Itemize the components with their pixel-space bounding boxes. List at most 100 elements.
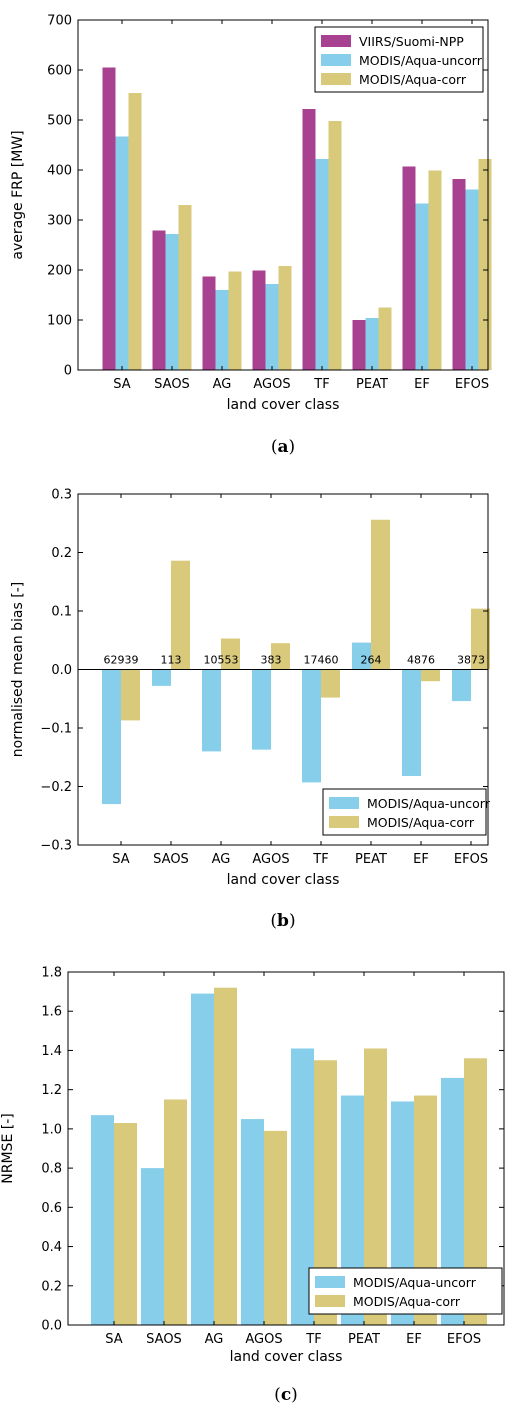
y-tick-label: 0 [64, 364, 72, 379]
y-tick-label: 0.6 [41, 1201, 62, 1216]
x-tick-label: EF [414, 377, 430, 392]
panel-caption: (a) [271, 437, 295, 457]
x-tick-label: SAOS [154, 377, 190, 392]
count-annotation: 62939 [104, 654, 139, 667]
bar-sa-series-2 [128, 93, 142, 370]
y-tick-label: 1.8 [41, 966, 62, 981]
bar-ag-series-0 [191, 993, 214, 1325]
bar-tf-series-0 [302, 109, 316, 370]
x-tick-label: EF [413, 852, 429, 867]
x-tick-label: EFOS [454, 852, 488, 867]
x-tick-label: TF [312, 852, 328, 867]
bar-ef-series-0 [402, 166, 416, 370]
count-annotation: 4876 [407, 654, 435, 667]
x-tick-label: EF [406, 1332, 422, 1347]
y-tick-label: 0.0 [51, 663, 72, 678]
panel-caption: (b) [270, 911, 295, 931]
y-tick-label: 0.8 [41, 1162, 62, 1177]
count-annotation: 17460 [304, 654, 339, 667]
bar-efos-series-0 [452, 669, 471, 702]
y-tick-label: 0.3 [51, 488, 72, 503]
bar-agos-series-1 [271, 643, 290, 670]
x-tick-label: SAOS [153, 852, 189, 867]
x-tick-label: PEAT [348, 1332, 380, 1347]
bar-sa-series-1 [115, 136, 129, 370]
x-tick-label: AGOS [253, 377, 290, 392]
y-tick-label: 700 [47, 14, 72, 29]
bar-tf-series-1 [314, 1060, 337, 1325]
x-tick-label: AGOS [252, 852, 289, 867]
count-annotation: 3873 [457, 654, 485, 667]
bar-saos-series-1 [165, 234, 179, 370]
count-annotation: 383 [261, 654, 282, 667]
y-tick-label: 0.2 [41, 1279, 62, 1294]
x-tick-label: PEAT [355, 852, 387, 867]
legend: VIIRS/Suomi-NPP MODIS/Aqua-uncorr MODIS/Aq… [314, 26, 484, 93]
bar-efos-series-2 [478, 159, 492, 370]
y-tick-label: 0.2 [51, 546, 72, 561]
legend-label: MODIS/Aqua-uncorr [367, 796, 491, 811]
bar-peat-series-1 [371, 519, 390, 670]
x-tick-label: EFOS [455, 377, 489, 392]
y-axis-label: NRMSE [-] [0, 1113, 16, 1183]
x-tick-label: AG [213, 377, 232, 392]
legend-label: MODIS/Aqua-corr [359, 72, 467, 87]
bar-sa-series-1 [114, 1123, 137, 1325]
bar-peat-series-1 [364, 1048, 387, 1325]
bar-agos-series-1 [265, 284, 279, 370]
bar-ef-series-0 [402, 669, 421, 776]
y-tick-label: 200 [47, 264, 72, 279]
y-axis-label: average FRP [MW] [10, 130, 26, 259]
bar-sa-series-0 [91, 1115, 114, 1325]
legend-swatch [329, 797, 359, 809]
legend-label: MODIS/Aqua-uncorr [353, 1275, 477, 1290]
bar-efos-series-0 [441, 1077, 464, 1325]
y-tick-label: 600 [47, 64, 72, 79]
legend-swatch [315, 1276, 345, 1288]
bar-ef-series-1 [415, 203, 429, 370]
bar-ag-series-1 [215, 290, 229, 370]
bar-peat-series-2 [378, 307, 392, 370]
bar-ef-series-2 [428, 170, 442, 370]
bar-saos-series-1 [171, 560, 190, 670]
x-tick-label: SA [105, 1332, 122, 1347]
x-axis-label: land cover class [227, 872, 340, 888]
y-tick-label: 400 [47, 164, 72, 179]
x-tick-label: AGOS [245, 1332, 282, 1347]
y-tick-label: 1.2 [41, 1083, 62, 1098]
legend: MODIS/Aqua-uncorr MODIS/Aqua-corr [308, 1267, 503, 1315]
chart-b: SA SAOS AG AGOS TF PEAT EF EFOS 62939 113 10553 383… [10, 488, 491, 932]
x-tick-label: EFOS [447, 1332, 481, 1347]
y-tick-label: 0.4 [41, 1240, 62, 1255]
legend-label: MODIS/Aqua-corr [353, 1294, 461, 1309]
bar-ag-series-1 [214, 987, 237, 1325]
bar-efos-series-1 [465, 189, 479, 370]
panel-caption: (c) [274, 1385, 298, 1405]
bar-ef-series-1 [421, 669, 440, 682]
legend-swatch [315, 1295, 345, 1307]
bar-tf-series-2 [328, 121, 342, 370]
bar-ag-series-0 [202, 669, 221, 752]
y-tick-label: 500 [47, 114, 72, 129]
x-tick-label: SAOS [146, 1332, 182, 1347]
bar-tf-series-1 [321, 669, 340, 698]
legend-swatch [321, 73, 351, 85]
chart-a: SA SAOS AG AGOS TF PEAT EF EFOS 0 100 200 300 400 500… [10, 14, 492, 457]
x-tick-label: AG [212, 852, 231, 867]
bar-efos-series-0 [452, 179, 466, 370]
legend-swatch [321, 54, 351, 66]
bar-saos-series-2 [178, 205, 192, 370]
count-annotation: 10553 [204, 654, 239, 667]
bar-efos-series-1 [471, 608, 490, 670]
legend-swatch [329, 816, 359, 828]
bar-peat-series-0 [352, 320, 366, 370]
x-tick-label: TF [305, 1332, 321, 1347]
plot-frame [77, 19, 489, 371]
bar-agos-series-0 [252, 669, 271, 750]
bar-sa-series-0 [102, 669, 121, 805]
bar-saos-series-0 [141, 1168, 164, 1325]
y-tick-label: −0.2 [40, 780, 72, 795]
y-tick-label: 100 [47, 314, 72, 329]
x-tick-label: PEAT [356, 377, 388, 392]
